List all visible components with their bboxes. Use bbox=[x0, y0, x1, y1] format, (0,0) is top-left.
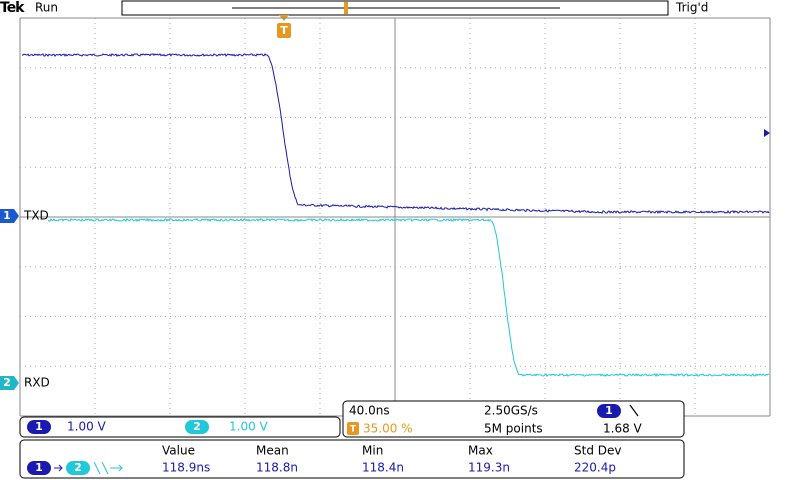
meas-value: 220.4p bbox=[574, 461, 616, 475]
ch1-scale: 1.00 V bbox=[67, 420, 107, 434]
meas-arrow bbox=[54, 464, 63, 472]
ch2-pill bbox=[185, 420, 209, 434]
ch2-marker bbox=[0, 376, 19, 390]
trigger-label: T bbox=[280, 24, 288, 37]
meas-header: Value bbox=[162, 444, 195, 458]
ch2-scale: 1.00 V bbox=[229, 420, 269, 434]
graticule bbox=[19, 17, 771, 417]
meas-header: Max bbox=[468, 444, 493, 458]
meas-header: Std Dev bbox=[574, 444, 621, 458]
time-scale: 40.0ns bbox=[349, 404, 390, 418]
trigger-position: 35.00 % bbox=[363, 422, 413, 436]
trigger-level: 1.68 V bbox=[603, 422, 643, 436]
trigger-pos-icon-label: T bbox=[350, 425, 357, 435]
ch2-number: 2 bbox=[3, 376, 11, 389]
waveforms bbox=[21, 53, 770, 378]
ch1-pill-number: 1 bbox=[35, 420, 43, 433]
trigger-pos-icon bbox=[347, 422, 359, 435]
meas-src2: 2 bbox=[74, 461, 82, 474]
meas-src1-pill bbox=[27, 461, 51, 475]
ch2-pill-number: 2 bbox=[193, 420, 201, 433]
meas-header: Mean bbox=[256, 444, 289, 458]
waveform bbox=[47, 217, 770, 378]
trigger-marker bbox=[277, 23, 291, 38]
trigger-source: 1 bbox=[605, 404, 613, 417]
measurement-table: Value 118.9ns Mean 118.8n Min 118.4n Max 119.3n… bbox=[162, 444, 621, 475]
meas-delay-icon bbox=[93, 461, 123, 475]
sample-rate: 2.50GS/s bbox=[484, 404, 538, 418]
meas-src1: 1 bbox=[35, 461, 43, 474]
level-marker bbox=[764, 129, 770, 137]
trigger-pos bbox=[344, 2, 348, 14]
ch2-label: RXD bbox=[24, 376, 50, 390]
meas-value: 118.8n bbox=[256, 461, 298, 475]
meas-value: 119.3n bbox=[468, 461, 510, 475]
brand: Tek bbox=[0, 0, 25, 16]
meas-header: Min bbox=[362, 444, 383, 458]
measurement-panel bbox=[19, 439, 685, 479]
ch1-number: 1 bbox=[3, 209, 11, 222]
falling-edge-icon bbox=[629, 404, 639, 417]
waveform bbox=[21, 53, 770, 215]
vertical-panel bbox=[19, 416, 341, 438]
meas-value: 118.9ns bbox=[162, 461, 210, 475]
acq-state: Run bbox=[35, 1, 58, 15]
meas-src2-pill bbox=[66, 461, 90, 475]
ch1-label: TXD bbox=[23, 209, 49, 223]
ch1-pill bbox=[27, 420, 51, 434]
meas-value: 118.4n bbox=[362, 461, 404, 475]
trigger-state: Trig'd bbox=[675, 1, 708, 15]
ch1-marker bbox=[0, 209, 19, 223]
record-length: 5M points bbox=[484, 422, 543, 436]
trigger-source-pill bbox=[597, 404, 621, 418]
